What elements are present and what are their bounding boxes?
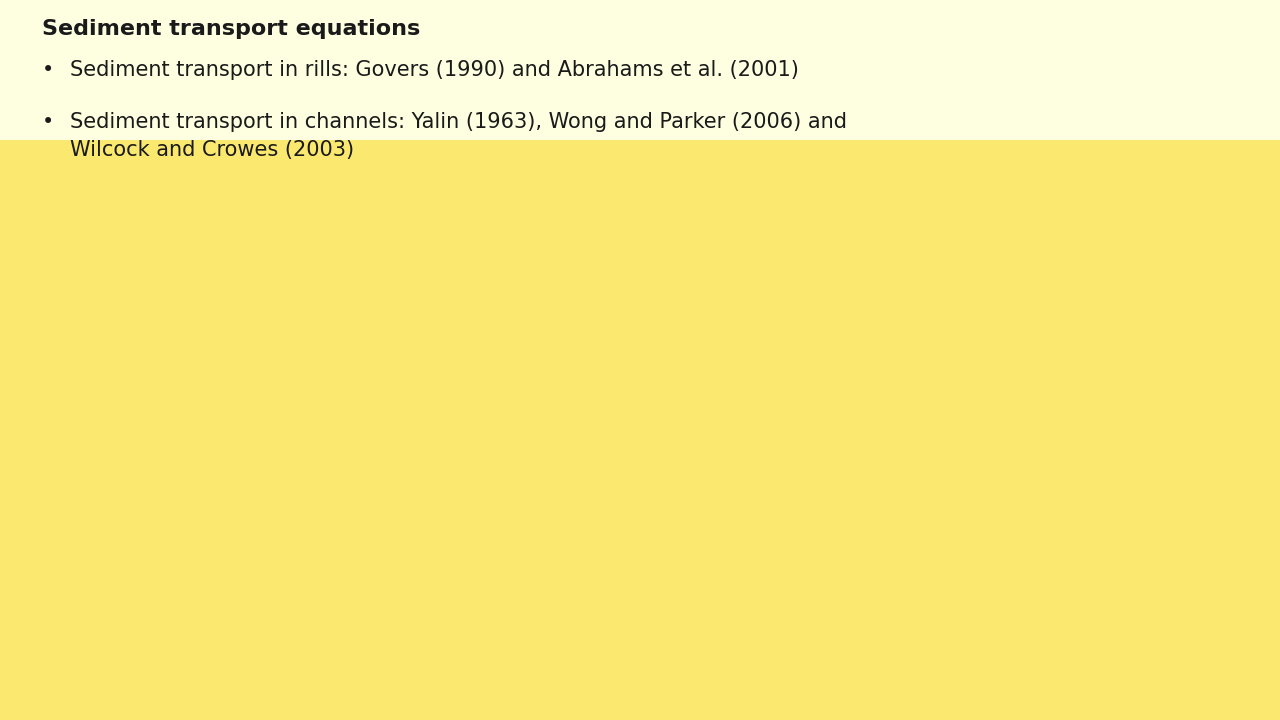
Text: •: • <box>42 112 55 132</box>
Text: •: • <box>42 60 55 81</box>
Text: Sediment transport equations: Sediment transport equations <box>42 19 421 39</box>
Text: Sediment transport in rills: Govers (1990) and Abrahams et al. (2001): Sediment transport in rills: Govers (199… <box>70 60 799 81</box>
Text: Sediment transport in channels: Yalin (1963), Wong and Parker (2006) and
Wilcock: Sediment transport in channels: Yalin (1… <box>70 112 847 160</box>
